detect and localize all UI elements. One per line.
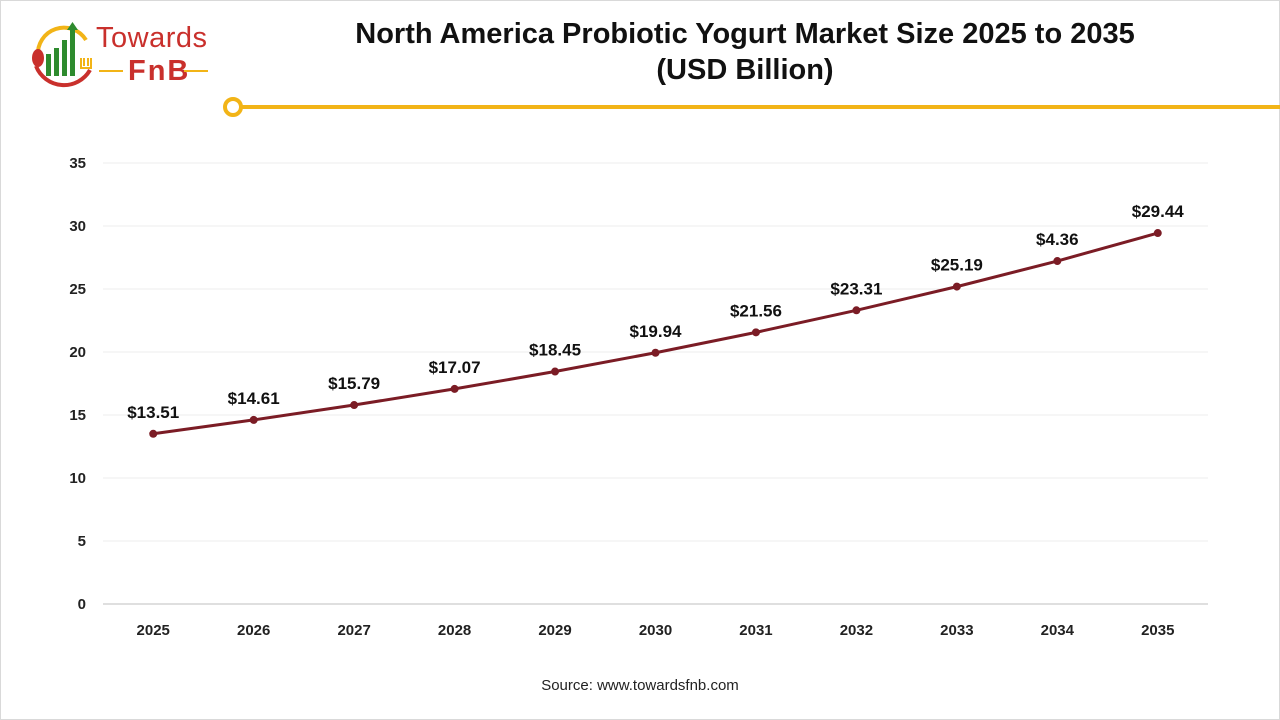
data-point (350, 401, 359, 410)
logo-icon (32, 22, 92, 88)
data-point (149, 429, 158, 438)
x-tick-label: 2032 (840, 622, 873, 639)
data-label: $29.44 (1132, 202, 1185, 221)
data-point (249, 415, 258, 424)
data-label: $18.45 (529, 341, 581, 360)
x-tick-label: 2031 (739, 622, 772, 639)
header-rule-knob (223, 97, 243, 117)
data-label: $17.07 (429, 358, 481, 377)
data-label: $15.79 (328, 374, 380, 393)
data-point (651, 348, 660, 357)
x-tick-label: 2030 (639, 622, 672, 639)
x-tick-label: 2029 (538, 622, 571, 639)
data-label: $19.94 (630, 322, 683, 341)
logo-text-towards: Towards (96, 22, 208, 54)
x-tick-label: 2033 (940, 622, 973, 639)
data-point (751, 328, 760, 337)
data-label: $13.51 (127, 403, 179, 422)
y-tick-label: 35 (69, 155, 86, 172)
data-label: $21.56 (730, 301, 782, 320)
x-tick-label: 2035 (1141, 622, 1174, 639)
y-tick-label: 15 (69, 407, 86, 424)
data-label: $23.31 (830, 279, 882, 298)
x-tick-label: 2027 (337, 622, 370, 639)
logo-dash (184, 70, 208, 72)
logo-dash (99, 70, 123, 72)
x-tick-label: 2026 (237, 622, 270, 639)
y-tick-label: 30 (69, 218, 86, 235)
chart-title: North America Probiotic Yogurt Market Si… (290, 16, 1200, 88)
x-tick-label: 2028 (438, 622, 471, 639)
y-tick-label: 20 (69, 344, 86, 361)
data-point (551, 367, 560, 376)
y-tick-label: 10 (69, 470, 86, 487)
title-line: North America Probiotic Yogurt Market Si… (355, 18, 1135, 50)
data-point (952, 282, 961, 291)
y-tick-label: 0 (78, 596, 86, 613)
logo-text-fnb: FnB (128, 55, 191, 87)
y-tick-label: 25 (69, 281, 86, 298)
data-point (1053, 257, 1062, 266)
x-tick-label: 2025 (137, 622, 170, 639)
data-label: $4.36 (1036, 230, 1079, 249)
data-point (1153, 229, 1162, 238)
x-tick-label: 2034 (1041, 622, 1075, 639)
source-note: Source: www.towardsfnb.com (541, 677, 739, 694)
data-label: $14.61 (228, 389, 280, 408)
y-tick-label: 5 (78, 533, 86, 550)
towards-fnb-logo: Towards FnB (26, 18, 216, 88)
data-point (852, 306, 861, 315)
data-point (450, 384, 459, 393)
data-label: $25.19 (931, 256, 983, 275)
subtitle-line: (USD Billion) (656, 54, 834, 86)
